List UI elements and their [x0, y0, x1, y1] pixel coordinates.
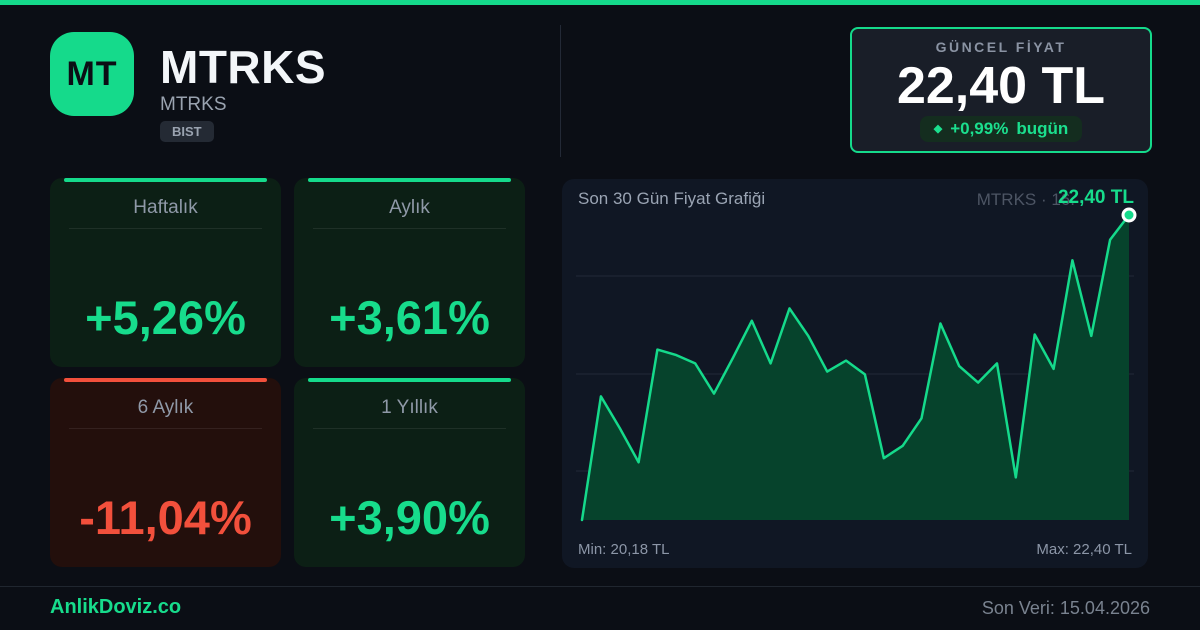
- price-chart-svg: [576, 207, 1137, 522]
- perf-card-divider: [69, 228, 262, 229]
- ticker-subtitle: MTRKS: [160, 94, 227, 115]
- current-price-value: 22,40 TL: [896, 56, 1106, 115]
- perf-card-label: Aylık: [389, 197, 430, 218]
- chart-last-price-label: 22,40 TL: [1057, 187, 1134, 208]
- chart-max-label: Max: 22,40 TL: [1036, 541, 1132, 558]
- exchange-badge: BIST: [160, 121, 214, 142]
- perf-card-six-month: 6 Aylık -11,04%: [50, 378, 281, 567]
- perf-card-weekly: Haftalık +5,26%: [50, 178, 281, 367]
- perf-card-accent: [64, 178, 267, 182]
- chart-title: Son 30 Gün Fiyat Grafiği: [578, 189, 766, 208]
- perf-card-value: +3,61%: [329, 291, 490, 344]
- perf-card-accent: [64, 378, 267, 382]
- daily-change-suffix: bugün: [1016, 119, 1069, 138]
- perf-card-accent: [308, 378, 511, 382]
- price-chart-card: Son 30 Gün Fiyat Grafiği MTRKS · 16. 22,…: [562, 179, 1148, 568]
- perf-card-value: +5,26%: [85, 291, 246, 344]
- accent-top-bar: [0, 0, 1200, 5]
- chart-min-label: Min: 20,18 TL: [578, 541, 670, 558]
- perf-card-divider: [69, 428, 262, 429]
- daily-change-pill: ◆ +0,99% bugün: [919, 116, 1083, 142]
- perf-card-monthly: Aylık +3,61%: [294, 178, 525, 367]
- change-diamond-icon: ◆: [933, 122, 943, 135]
- header-divider: [560, 25, 561, 157]
- daily-change-value: +0,99%: [950, 119, 1009, 138]
- current-price-box: GÜNCEL FİYAT 22,40 TL ◆ +0,99% bugün: [850, 27, 1152, 153]
- ticker-logo-text: MT: [66, 54, 118, 93]
- perf-card-divider: [313, 228, 506, 229]
- perf-card-accent: [308, 178, 511, 182]
- footer-brand: AnlikDoviz.co: [50, 596, 182, 618]
- perf-card-yearly: 1 Yıllık +3,90%: [294, 378, 525, 567]
- footer-last-update: Son Veri: 15.04.2026: [981, 598, 1150, 618]
- footer-divider: [0, 586, 1200, 587]
- perf-card-value: -11,04%: [79, 491, 252, 544]
- ticker-logo: MT: [50, 32, 134, 116]
- perf-card-label: 1 Yıllık: [381, 397, 438, 418]
- perf-card-divider: [313, 428, 506, 429]
- perf-card-label: 6 Aylık: [137, 397, 194, 418]
- ticker-title: MTRKS: [160, 41, 327, 93]
- perf-card-value: +3,90%: [329, 491, 490, 544]
- current-price-label: GÜNCEL FİYAT: [935, 39, 1067, 55]
- chart-watermark: MTRKS · 16.: [976, 190, 1075, 209]
- perf-card-label: Haftalık: [133, 197, 198, 218]
